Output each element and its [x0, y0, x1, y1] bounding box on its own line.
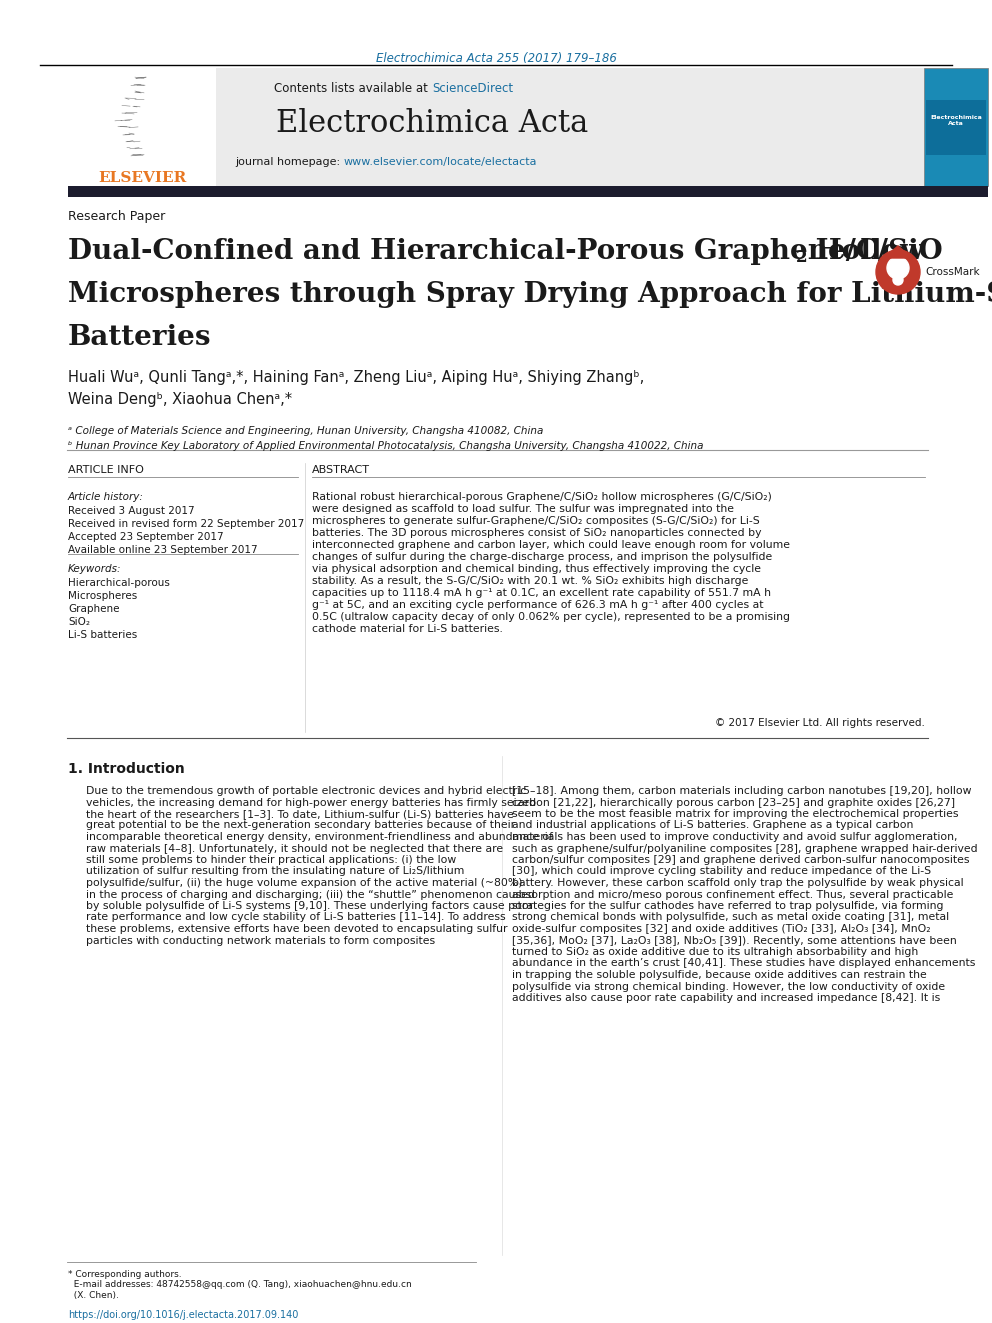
Text: Electrochimica Acta 255 (2017) 179–186: Electrochimica Acta 255 (2017) 179–186 — [376, 52, 616, 65]
Text: * Corresponding authors.
  E-mail addresses: 48742558@qq.com (Q. Tang), xiaohuac: * Corresponding authors. E-mail addresse… — [68, 1270, 412, 1299]
Text: were designed as scaffold to load sulfur. The sulfur was impregnated into the: were designed as scaffold to load sulfur… — [312, 504, 734, 515]
Text: SiO₂: SiO₂ — [68, 617, 90, 627]
Text: strategies for the sulfur cathodes have referred to trap polysulfide, via formin: strategies for the sulfur cathodes have … — [512, 901, 943, 912]
Text: Batteries: Batteries — [68, 324, 211, 351]
Text: Article history:: Article history: — [68, 492, 144, 501]
Text: rate performance and low cycle stability of Li-S batteries [11–14]. To address: rate performance and low cycle stability… — [86, 913, 506, 922]
Text: ᵃ College of Materials Science and Engineering, Hunan University, Changsha 41008: ᵃ College of Materials Science and Engin… — [68, 426, 544, 437]
Text: in trapping the soluble polysulfide, because oxide additives can restrain the: in trapping the soluble polysulfide, bec… — [512, 970, 927, 980]
Bar — [68, 187, 988, 197]
Bar — [68, 67, 924, 187]
Text: Keywords:: Keywords: — [68, 564, 121, 574]
Text: polysulfide via strong chemical binding. However, the low conductivity of oxide: polysulfide via strong chemical binding.… — [512, 982, 945, 991]
Text: © 2017 Elsevier Ltd. All rights reserved.: © 2017 Elsevier Ltd. All rights reserved… — [715, 718, 925, 728]
Text: CrossMark: CrossMark — [925, 267, 980, 277]
Text: Rational robust hierarchical-porous Graphene/C/SiO₂ hollow microspheres (G/C/SiO: Rational robust hierarchical-porous Grap… — [312, 492, 772, 501]
Text: Accepted 23 September 2017: Accepted 23 September 2017 — [68, 532, 223, 542]
Text: great potential to be the next-generation secondary batteries because of their: great potential to be the next-generatio… — [86, 820, 515, 831]
Text: 1. Introduction: 1. Introduction — [68, 762, 185, 777]
Text: Huali Wuᵃ, Qunli Tangᵃ,*, Haining Fanᵃ, Zheng Liuᵃ, Aiping Huᵃ, Shiying Zhangᵇ,: Huali Wuᵃ, Qunli Tangᵃ,*, Haining Fanᵃ, … — [68, 370, 644, 385]
Text: interconnected graphene and carbon layer, which could leave enough room for volu: interconnected graphene and carbon layer… — [312, 540, 790, 550]
Text: g⁻¹ at 5C, and an exciting cycle performance of 626.3 mA h g⁻¹ after 400 cycles : g⁻¹ at 5C, and an exciting cycle perform… — [312, 601, 764, 610]
Text: ARTICLE INFO: ARTICLE INFO — [68, 464, 144, 475]
Text: Microspheres: Microspheres — [68, 591, 137, 601]
Text: ScienceDirect: ScienceDirect — [432, 82, 513, 95]
Circle shape — [887, 257, 909, 279]
Text: such as graphene/sulfur/polyaniline composites [28], graphene wrapped hair-deriv: such as graphene/sulfur/polyaniline comp… — [512, 844, 978, 853]
Text: still some problems to hinder their practical applications: (i) the low: still some problems to hinder their prac… — [86, 855, 456, 865]
Text: [15–18]. Among them, carbon materials including carbon nanotubes [19,20], hollow: [15–18]. Among them, carbon materials in… — [512, 786, 971, 796]
Text: particles with conducting network materials to form composites: particles with conducting network materi… — [86, 935, 435, 946]
Text: Weina Dengᵇ, Xiaohua Chenᵃ,*: Weina Dengᵇ, Xiaohua Chenᵃ,* — [68, 392, 292, 407]
Bar — [924, 67, 988, 187]
Circle shape — [893, 275, 903, 284]
Text: in the process of charging and discharging; (iii) the “shuttle” phenomenon cause: in the process of charging and dischargi… — [86, 889, 535, 900]
Text: ABSTRACT: ABSTRACT — [312, 464, 370, 475]
Text: Hierarchical-porous: Hierarchical-porous — [68, 578, 170, 587]
Text: by soluble polysulfide of Li-S systems [9,10]. These underlying factors cause po: by soluble polysulfide of Li-S systems [… — [86, 901, 533, 912]
Text: Graphene: Graphene — [68, 605, 119, 614]
Text: stability. As a result, the S-G/C/SiO₂ with 20.1 wt. % SiO₂ exhibits high discha: stability. As a result, the S-G/C/SiO₂ w… — [312, 576, 748, 586]
Text: oxide-sulfur composites [32] and oxide additives (TiO₂ [33], Al₂O₃ [34], MnO₂: oxide-sulfur composites [32] and oxide a… — [512, 923, 930, 934]
Text: via physical adsorption and chemical binding, thus effectively improving the cyc: via physical adsorption and chemical bin… — [312, 564, 761, 574]
Text: additives also cause poor rate capability and increased impedance [8,42]. It is: additives also cause poor rate capabilit… — [512, 994, 940, 1003]
Polygon shape — [884, 246, 912, 258]
Text: Research Paper: Research Paper — [68, 210, 166, 224]
Text: Electrochimica
Acta: Electrochimica Acta — [930, 115, 982, 126]
Text: turned to SiO₂ as oxide additive due to its ultrahigh absorbability and high: turned to SiO₂ as oxide additive due to … — [512, 947, 919, 957]
Text: utilization of sulfur resulting from the insulating nature of Li₂S/lithium: utilization of sulfur resulting from the… — [86, 867, 464, 877]
Text: Dual-Confined and Hierarchical-Porous Graphene/C/SiO: Dual-Confined and Hierarchical-Porous Gr… — [68, 238, 942, 265]
Text: Li-S batteries: Li-S batteries — [68, 630, 137, 640]
Circle shape — [876, 250, 920, 294]
Text: seem to be the most feasible matrix for improving the electrochemical properties: seem to be the most feasible matrix for … — [512, 808, 958, 819]
Text: journal homepage:: journal homepage: — [235, 157, 344, 167]
Text: Hollow: Hollow — [806, 238, 924, 265]
Text: materials has been used to improve conductivity and avoid sulfur agglomeration,: materials has been used to improve condu… — [512, 832, 957, 841]
Text: https://doi.org/10.1016/j.electacta.2017.09.140: https://doi.org/10.1016/j.electacta.2017… — [68, 1310, 299, 1320]
Text: 0.5C (ultralow capacity decay of only 0.062% per cycle), represented to be a pro: 0.5C (ultralow capacity decay of only 0.… — [312, 613, 790, 622]
Text: Due to the tremendous growth of portable electronic devices and hybrid electric: Due to the tremendous growth of portable… — [86, 786, 526, 796]
Text: absorption and micro/meso porous confinement effect. Thus, several practicable: absorption and micro/meso porous confine… — [512, 889, 953, 900]
Text: ᵇ Hunan Province Key Laboratory of Applied Environmental Photocatalysis, Changsh: ᵇ Hunan Province Key Laboratory of Appli… — [68, 441, 703, 451]
Text: battery. However, these carbon scaffold only trap the polysulfide by weak physic: battery. However, these carbon scaffold … — [512, 878, 963, 888]
Text: Available online 23 September 2017: Available online 23 September 2017 — [68, 545, 258, 556]
Text: these problems, extensive efforts have been devoted to encapsulating sulfur: these problems, extensive efforts have b… — [86, 923, 508, 934]
Text: changes of sulfur during the charge-discharge process, and imprison the polysulf: changes of sulfur during the charge-disc… — [312, 552, 772, 562]
Text: cathode material for Li-S batteries.: cathode material for Li-S batteries. — [312, 624, 503, 634]
Text: Contents lists available at: Contents lists available at — [275, 82, 432, 95]
Text: batteries. The 3D porous microspheres consist of SiO₂ nanoparticles connected by: batteries. The 3D porous microspheres co… — [312, 528, 762, 538]
Text: ELSEVIER: ELSEVIER — [98, 171, 186, 185]
Text: the heart of the researchers [1–3]. To date, Lithium-sulfur (Li-S) batteries hav: the heart of the researchers [1–3]. To d… — [86, 808, 514, 819]
Text: raw materials [4–8]. Unfortunately, it should not be neglected that there are: raw materials [4–8]. Unfortunately, it s… — [86, 844, 503, 853]
Text: Electrochimica Acta: Electrochimica Acta — [276, 108, 588, 139]
Text: www.elsevier.com/locate/electacta: www.elsevier.com/locate/electacta — [344, 157, 538, 167]
Text: polysulfide/sulfur, (ii) the huge volume expansion of the active material (~80%): polysulfide/sulfur, (ii) the huge volume… — [86, 878, 523, 888]
Text: incomparable theoretical energy density, environment-friendliness and abundance : incomparable theoretical energy density,… — [86, 832, 553, 841]
Text: carbon [21,22], hierarchically porous carbon [23–25] and graphite oxides [26,27]: carbon [21,22], hierarchically porous ca… — [512, 798, 955, 807]
Text: and industrial applications of Li-S batteries. Graphene as a typical carbon: and industrial applications of Li-S batt… — [512, 820, 914, 831]
Text: microspheres to generate sulfur-Graphene/C/SiO₂ composites (S-G/C/SiO₂) for Li-S: microspheres to generate sulfur-Graphene… — [312, 516, 760, 527]
Text: Microspheres through Spray Drying Approach for Lithium-Sulfur: Microspheres through Spray Drying Approa… — [68, 280, 992, 308]
Bar — [926, 101, 986, 155]
Text: Received 3 August 2017: Received 3 August 2017 — [68, 505, 194, 516]
Text: [30], which could improve cycling stability and reduce impedance of the Li-S: [30], which could improve cycling stabil… — [512, 867, 931, 877]
Text: capacities up to 1118.4 mA h g⁻¹ at 0.1C, an excellent rate capability of 551.7 : capacities up to 1118.4 mA h g⁻¹ at 0.1C… — [312, 587, 771, 598]
Text: carbon/sulfur composites [29] and graphene derived carbon-sulfur nanocomposites: carbon/sulfur composites [29] and graphe… — [512, 855, 969, 865]
Text: strong chemical bonds with polysulfide, such as metal oxide coating [31], metal: strong chemical bonds with polysulfide, … — [512, 913, 949, 922]
Bar — [68, 67, 216, 187]
Text: 2: 2 — [796, 249, 807, 266]
Text: [35,36], MoO₂ [37], La₂O₃ [38], Nb₂O₅ [39]). Recently, some attentions have been: [35,36], MoO₂ [37], La₂O₃ [38], Nb₂O₅ [3… — [512, 935, 956, 946]
Text: vehicles, the increasing demand for high-power energy batteries has firmly seize: vehicles, the increasing demand for high… — [86, 798, 536, 807]
Text: Received in revised form 22 September 2017: Received in revised form 22 September 20… — [68, 519, 305, 529]
Text: abundance in the earth’s crust [40,41]. These studies have displayed enhancement: abundance in the earth’s crust [40,41]. … — [512, 958, 975, 968]
